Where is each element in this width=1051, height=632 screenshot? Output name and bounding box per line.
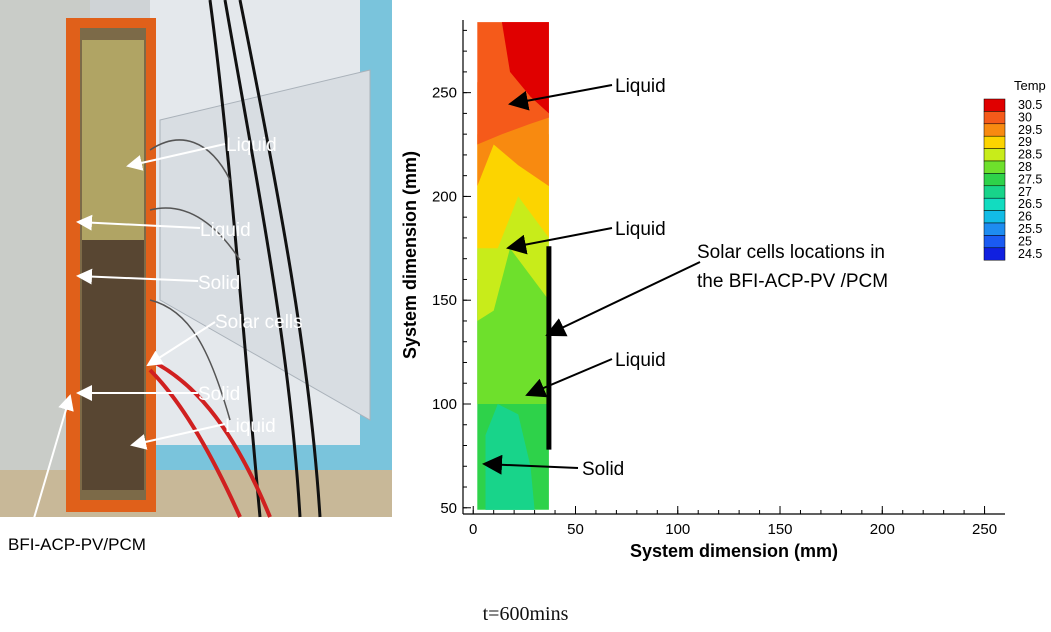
- contour-band: [485, 403, 535, 510]
- legend-level-label: 27.5: [1018, 172, 1042, 186]
- legend-swatch: [983, 148, 1006, 162]
- annotation-arrow: [525, 358, 613, 398]
- legend-swatch: [983, 135, 1006, 149]
- legend-swatch: [983, 247, 1006, 261]
- x-axis-label: System dimension (mm): [630, 541, 838, 561]
- photo-reflector: [159, 69, 371, 421]
- legend-level-label: 26: [1018, 210, 1032, 224]
- photo-label-solid-2: Solid: [198, 384, 240, 405]
- temperature-legend: Temp 30.53029.52928.52827.52726.52625.525…: [983, 78, 1046, 261]
- plot-axes: 0 50 100 150 200 250 50 100 150 200 250 System dime…: [400, 20, 1005, 561]
- photo-red-wire-2: [148, 368, 242, 518]
- legend-level-label: 29: [1018, 135, 1032, 149]
- photo-cable-3: [238, 0, 322, 518]
- photo-base: [0, 470, 392, 517]
- legend-level-label: 24.5: [1018, 247, 1042, 261]
- annotation-label: Liquid: [615, 76, 666, 97]
- y-tick-label: 150: [432, 292, 457, 309]
- photo-label-liquid-1: Liquid: [226, 135, 277, 156]
- x-tick-label: 150: [768, 521, 793, 538]
- annotation-arrow: [482, 454, 579, 475]
- legend-level-label: 27: [1018, 185, 1032, 199]
- photo-label-solid-1: Solid: [198, 273, 240, 294]
- legend-swatch: [983, 197, 1006, 211]
- legend-swatch: [983, 235, 1006, 249]
- y-tick-label: 50: [440, 500, 457, 517]
- photo-arrow-liquid-3: [130, 423, 226, 450]
- photo-arrow-solid-1: [76, 268, 199, 285]
- photo-arrow-liquid-1: [126, 143, 226, 171]
- photo-liquid-region: [82, 40, 144, 240]
- photo-cable-1: [208, 0, 262, 518]
- legend-swatch: [983, 185, 1006, 199]
- y-tick-label: 100: [432, 396, 457, 413]
- photo-cable-2: [223, 0, 302, 518]
- photo-red-wire-1: [149, 358, 272, 518]
- x-tick-label: 200: [870, 521, 895, 538]
- legend-swatch: [983, 123, 1006, 137]
- legend-swatch: [983, 173, 1006, 187]
- x-tick-label: 0: [469, 521, 477, 538]
- legend-level-label: 26.5: [1018, 197, 1042, 211]
- experiment-photo: Liquid Liquid Solid Solar cells Solid Li…: [0, 0, 392, 520]
- time-caption: t=600mins: [482, 603, 569, 625]
- legend-swatch: [983, 111, 1006, 125]
- legend-swatch: [983, 98, 1006, 112]
- photo-thermocouple-bundle: [149, 139, 241, 421]
- legend-swatch: [983, 160, 1006, 174]
- annotation-label: Liquid: [615, 219, 666, 240]
- y-axis-label: System dimension (mm): [400, 151, 420, 359]
- legend-level-label: 29.5: [1018, 123, 1042, 137]
- temperature-contour-field: [477, 22, 552, 510]
- contour-band: [501, 22, 549, 114]
- photo-label-solar-cells: Solar cells: [215, 312, 303, 333]
- legend-level-label: 28: [1018, 160, 1032, 174]
- solar-cell-note-line: Solar cells locations in: [697, 242, 885, 263]
- photo-arrow-caption: [32, 394, 74, 520]
- solar-cell-arrow: [545, 261, 701, 337]
- legend-level-label: 28.5: [1018, 148, 1042, 162]
- annotation-arrow: [506, 227, 613, 255]
- x-tick-label: 100: [665, 521, 690, 538]
- legend-swatch: [983, 222, 1006, 236]
- plot-annotations: Liquid Liquid Liquid Solid Solar cells locat…: [482, 76, 888, 480]
- legend-level-label: 25: [1018, 234, 1032, 248]
- photo-arrow-liquid-2: [76, 214, 201, 231]
- x-tick-label: 50: [567, 521, 584, 538]
- photo-arrow-solar-cells: [146, 321, 216, 367]
- legend-title: Temp: [1014, 78, 1046, 93]
- legend-level-label: 25.5: [1018, 222, 1042, 236]
- y-tick-label: 200: [432, 188, 457, 205]
- solar-cell-note-line: the BFI-ACP-PV /PCM: [697, 271, 888, 292]
- legend-level-label: 30: [1018, 110, 1032, 124]
- legend-swatch: [983, 210, 1006, 224]
- contour-plot: 0 50 100 150 200 250 50 100 150 200 250 System dime…: [400, 20, 1046, 561]
- x-tick-label: 250: [972, 521, 997, 538]
- annotation-arrow: [508, 84, 613, 111]
- legend-level-label: 30.5: [1018, 98, 1042, 112]
- photo-caption: BFI-ACP-PV/PCM: [8, 535, 146, 554]
- photo-label-liquid-2: Liquid: [200, 220, 251, 241]
- y-tick-label: 250: [432, 85, 457, 102]
- annotation-label: Solid: [582, 459, 624, 480]
- photo-label-liquid-3: Liquid: [225, 416, 276, 437]
- annotation-label: Liquid: [615, 350, 666, 371]
